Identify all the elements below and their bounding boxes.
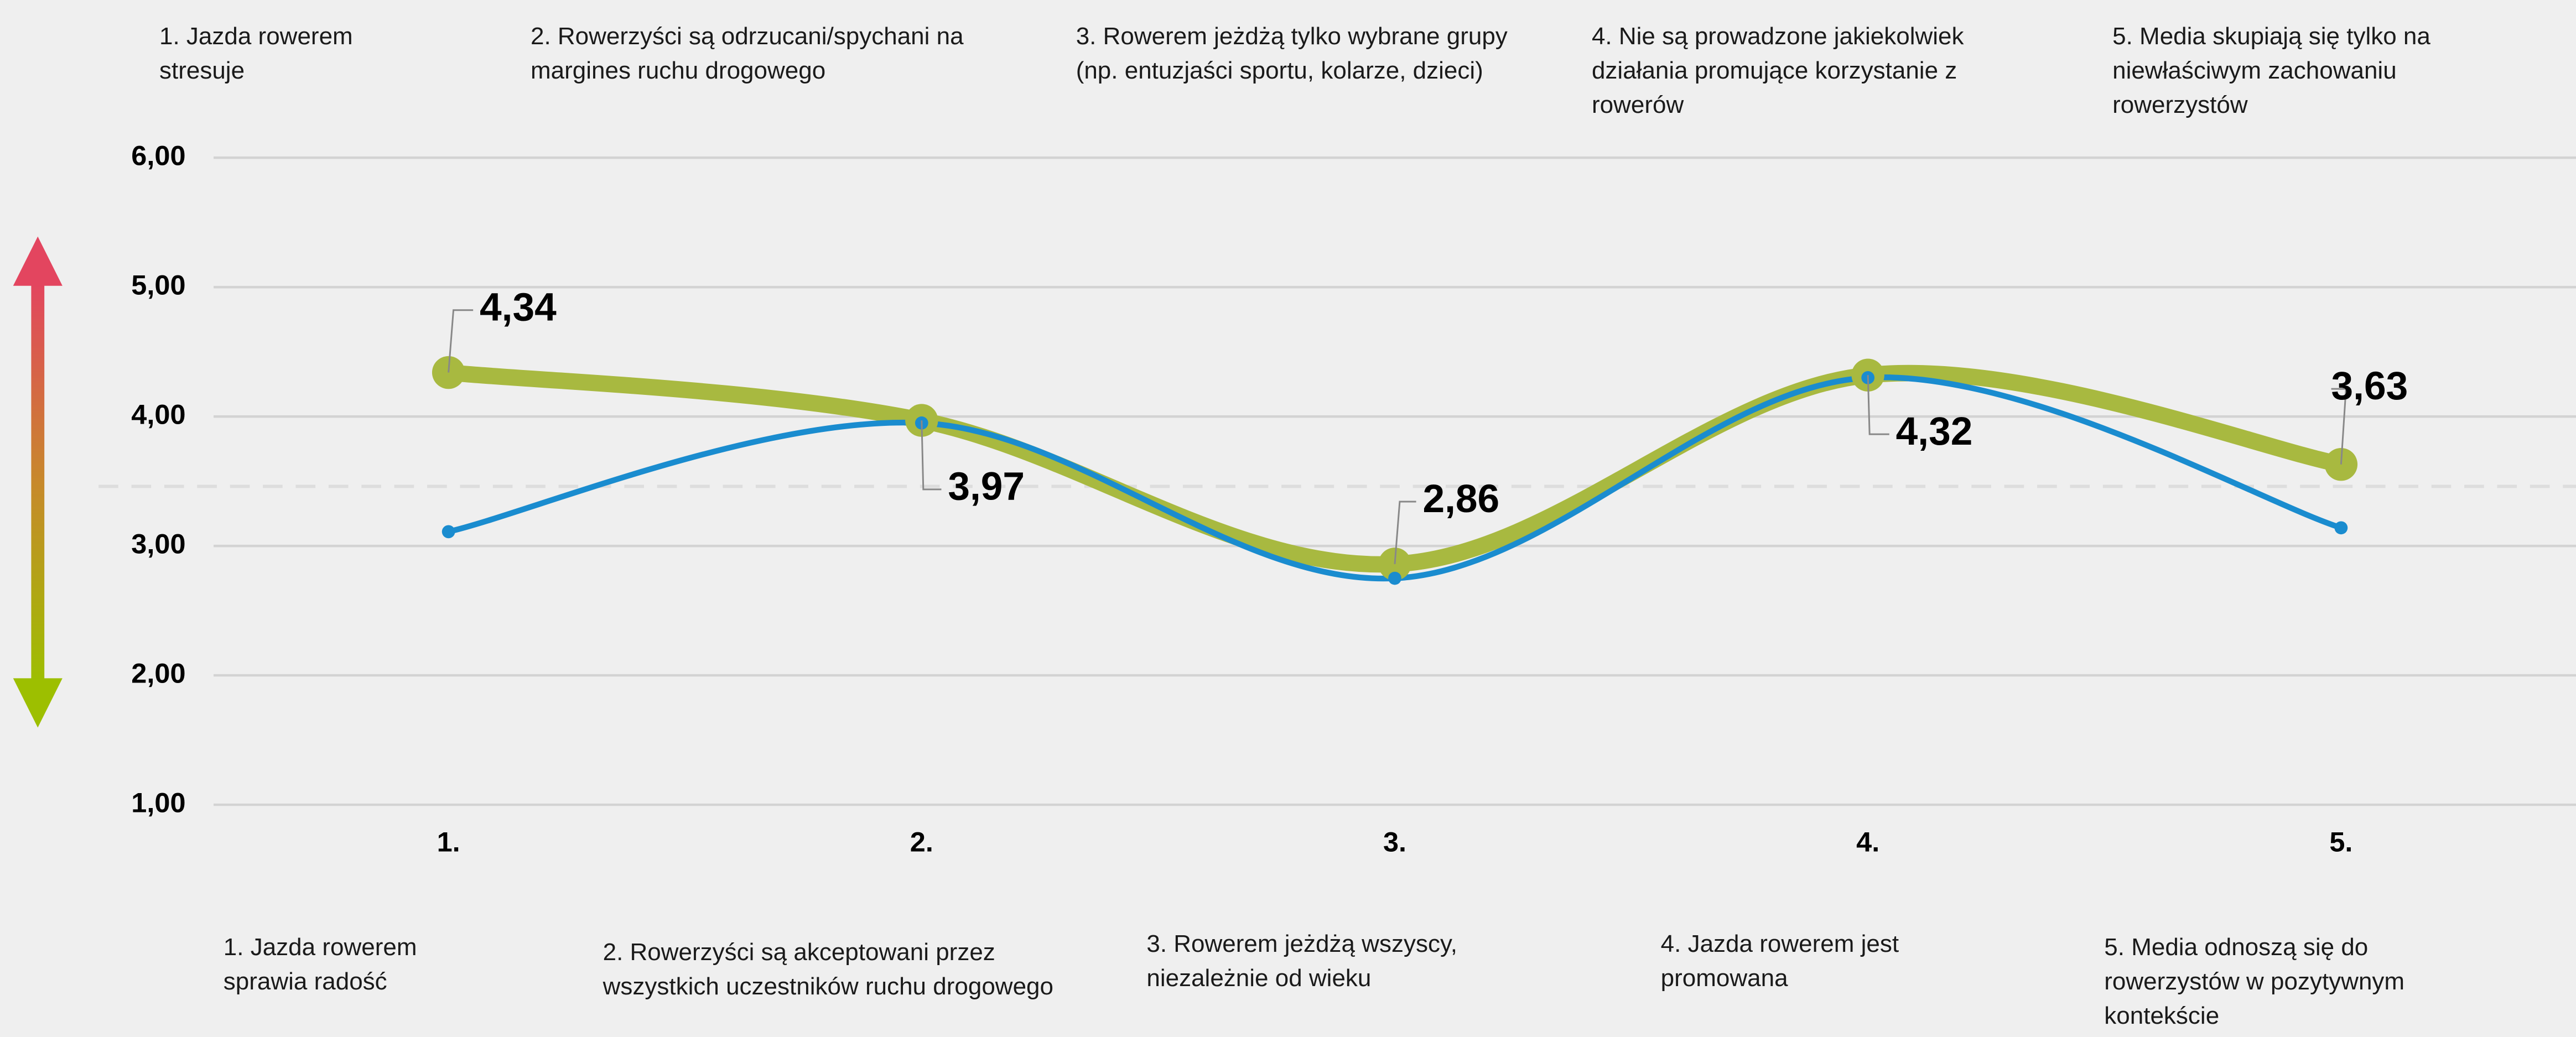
top-label: 3. Rowerem jeżdżą tylko wybrane grupy (n… <box>1076 22 1508 84</box>
x-tick-label: 1. <box>437 826 460 858</box>
x-tick-label: 4. <box>1856 826 1879 858</box>
bottom-label: 1. Jazda rowerem sprawia radość <box>223 934 417 996</box>
bottom-label: 2. Rowerzyści są akceptowani przez wszys… <box>603 939 1053 1000</box>
data-label: 4,34 <box>480 285 557 330</box>
data-point <box>1388 571 1401 585</box>
bottom-label: 5. Media odnoszą się do rowerzystów w po… <box>2104 934 2405 1030</box>
top-label: 1. Jazda rowerem stresuje <box>159 22 353 84</box>
data-label: 3,97 <box>948 465 1025 509</box>
x-tick-label: 3. <box>1383 826 1406 858</box>
scale-arrow <box>13 236 63 728</box>
data-label: 4,32 <box>1896 409 1973 454</box>
data-label: 2,86 <box>1422 477 1499 521</box>
top-label: 4. Nie są prowadzone jakiekolwiek działa… <box>1591 22 1964 118</box>
y-tick-label: 6,00 <box>131 139 185 171</box>
x-tick-label: 2. <box>910 826 933 858</box>
y-tick-label: 3,00 <box>131 528 185 559</box>
leader-line <box>2331 388 2347 465</box>
y-tick-label: 1,00 <box>131 786 185 818</box>
series-line <box>440 364 2350 573</box>
x-tick-label: 5. <box>2329 826 2352 858</box>
leader-line <box>448 309 474 373</box>
data-point <box>2334 521 2348 535</box>
top-label: 2. Rowerzyści są odrzucani/spychani na m… <box>530 22 964 84</box>
data-label: 3,63 <box>2331 364 2408 408</box>
data-point <box>442 525 455 539</box>
y-tick-label: 2,00 <box>131 657 185 689</box>
leader-line <box>921 420 942 491</box>
top-label: 5. Media skupiają się tylko na niewłaści… <box>2112 22 2430 118</box>
leader-line <box>1394 501 1416 564</box>
bottom-label: 3. Rowerem jeżdżą wszyscy, niezależnie o… <box>1146 930 1457 992</box>
y-tick-label: 4,00 <box>131 398 185 430</box>
y-tick-label: 5,00 <box>131 269 185 300</box>
bottom-label: 4. Jazda rowerem jest promowana <box>1660 930 1899 992</box>
leader-line <box>1867 375 1889 435</box>
